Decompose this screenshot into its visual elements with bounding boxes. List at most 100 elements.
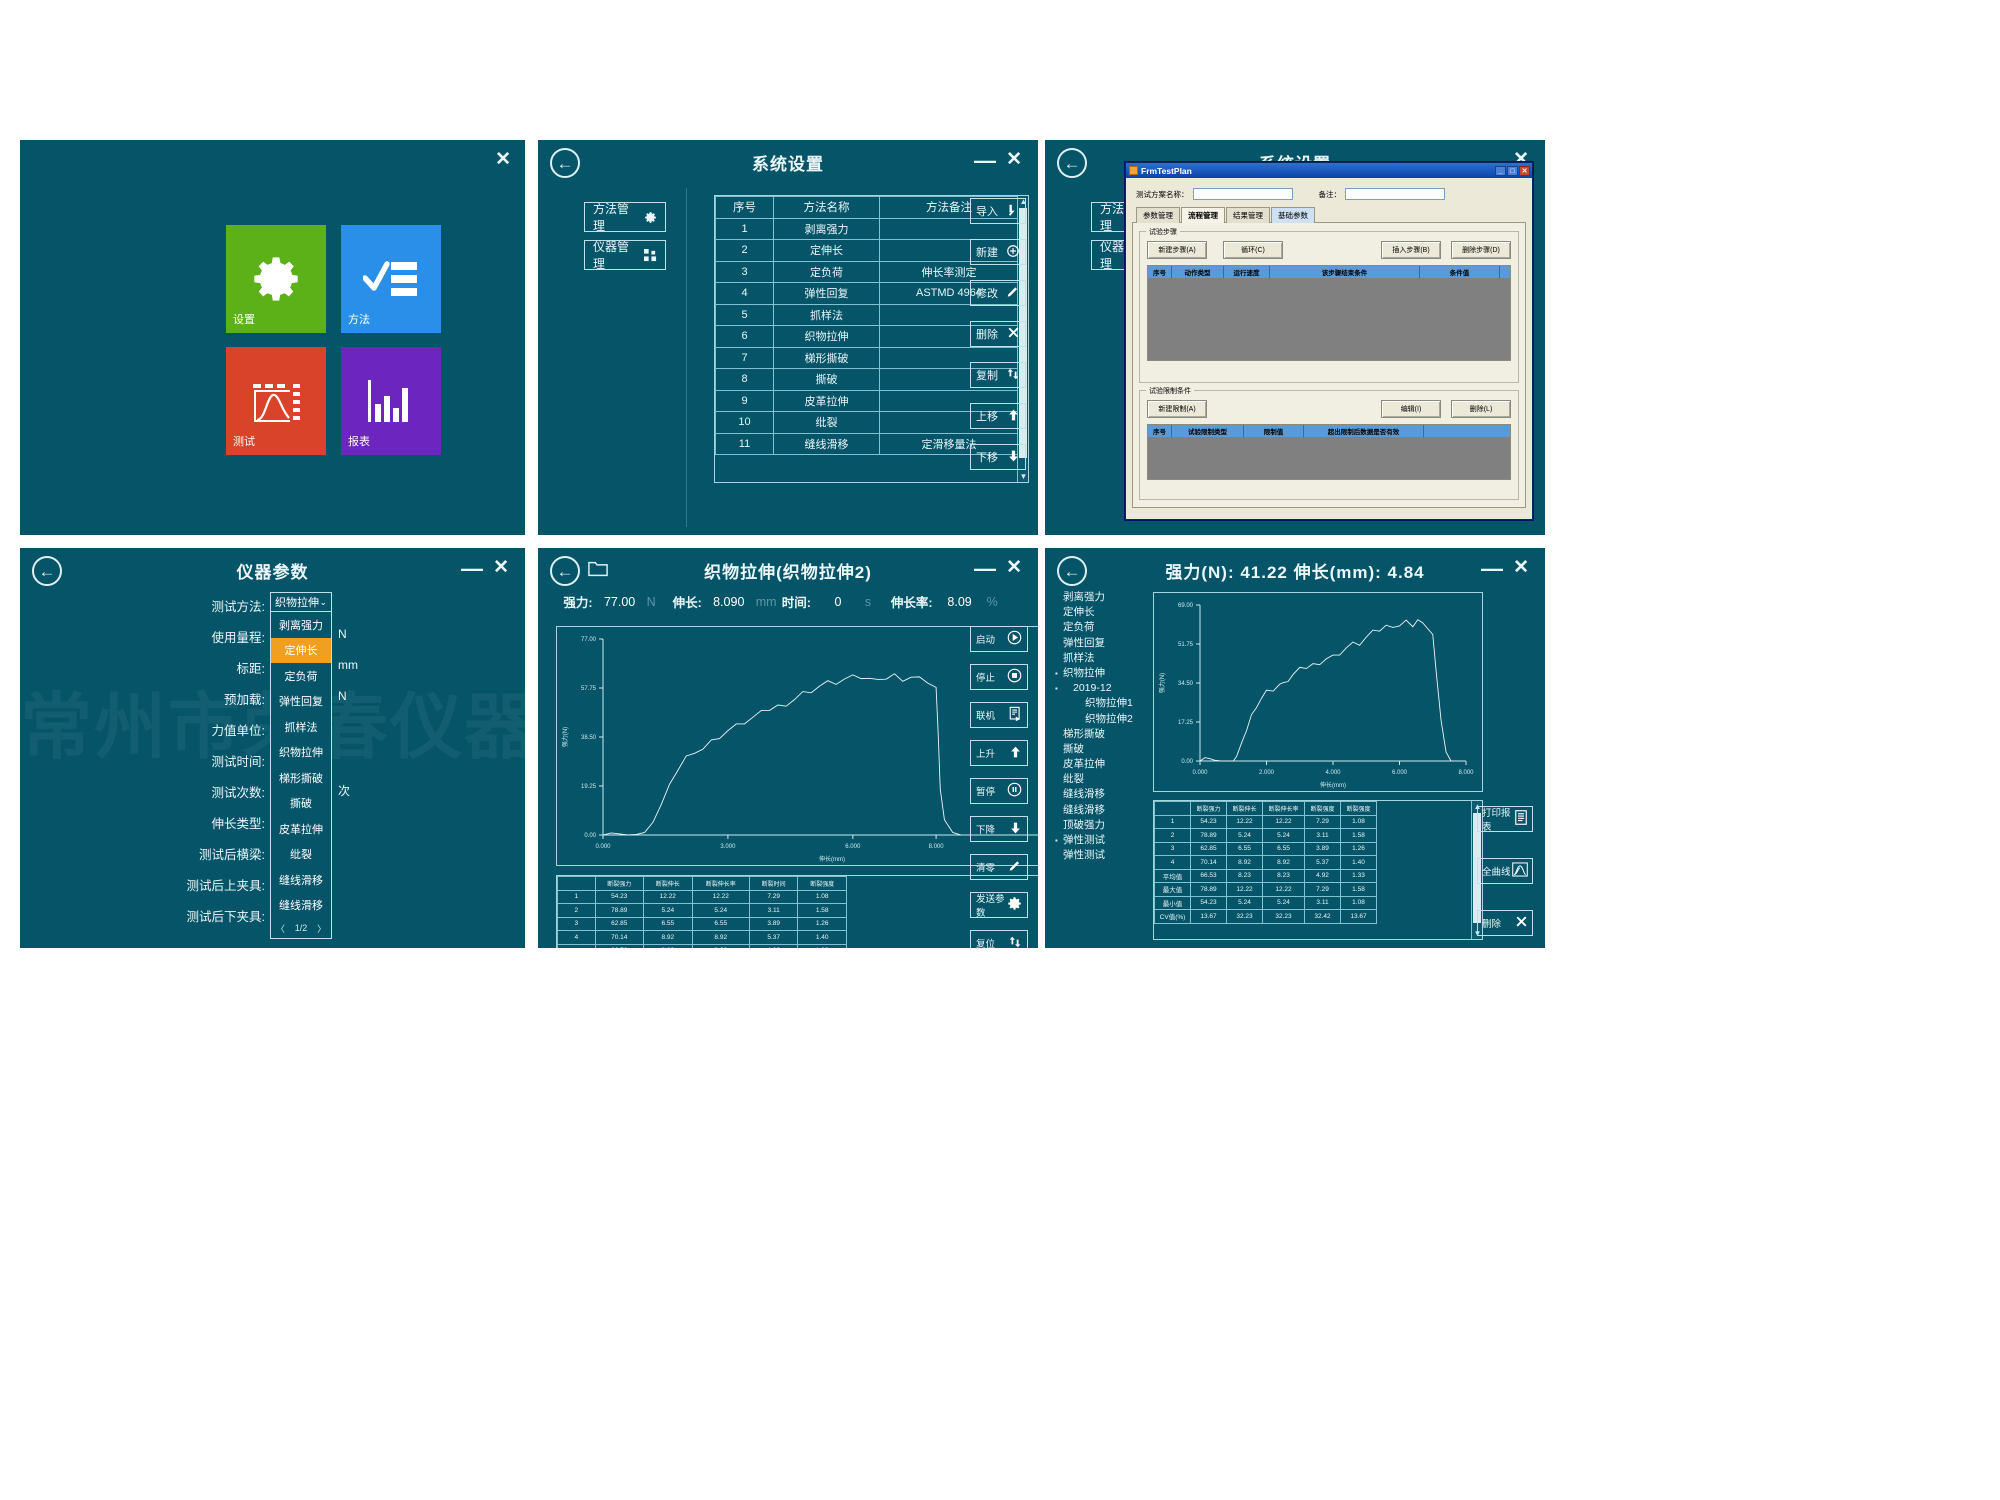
dropdown-option[interactable]: 缝线滑移 bbox=[279, 874, 323, 887]
minimize-icon[interactable]: _ bbox=[1495, 165, 1506, 176]
dropdown-option[interactable]: 梯形撕破 bbox=[279, 772, 323, 785]
test-method-dropdown[interactable]: 织物拉伸 ⌄ 剥离强力 定伸长 定负荷 弹性回复 抓样法 织物拉伸 梯形撕破 撕破 皮革拉伸 纰裂… bbox=[270, 592, 332, 939]
steps-grid[interactable]: 序号 动作类型 运行速度 该步骤结束条件 条件值 bbox=[1147, 265, 1511, 361]
tree-item-16[interactable]: 弹性测试 bbox=[1055, 833, 1143, 848]
scroll-down-icon[interactable]: ▼ bbox=[1019, 472, 1028, 481]
plan-note-input[interactable] bbox=[1345, 188, 1445, 200]
delete-step-button[interactable]: 删除步骤(D) bbox=[1451, 241, 1511, 259]
control-button-1[interactable]: 停止 bbox=[970, 664, 1028, 690]
close-icon[interactable]: ✕ bbox=[1513, 557, 1529, 578]
tree-item-2[interactable]: 定负荷 bbox=[1063, 621, 1095, 634]
table-row[interactable]: 3 62.85 6.55 6.55 3.89 1.26 bbox=[1154, 841, 1377, 856]
results-button-1[interactable]: 全曲线 bbox=[1477, 858, 1533, 884]
tile-method[interactable]: 方法 bbox=[341, 225, 441, 333]
tab-1[interactable]: 流程管理 bbox=[1181, 207, 1225, 223]
table-row[interactable]: CV值(%) 13.67 32.23 32.23 32.42 13.67 bbox=[1154, 909, 1377, 924]
back-icon[interactable]: ← bbox=[550, 148, 580, 178]
tab-0[interactable]: 参数管理 bbox=[1136, 207, 1180, 223]
back-icon[interactable]: ← bbox=[1057, 148, 1087, 178]
move-up-button[interactable]: 上移 bbox=[970, 403, 1026, 429]
minimize-icon[interactable]: — bbox=[461, 556, 483, 581]
table-row[interactable]: 3 定负荷 伸长率测定 bbox=[715, 260, 1019, 283]
control-button-4[interactable]: 暂停 bbox=[970, 778, 1028, 804]
control-button-3[interactable]: 上升 bbox=[970, 740, 1028, 766]
scroll-thumb[interactable] bbox=[1019, 208, 1027, 458]
dialog-titlebar[interactable]: FrmTestPlan _ □ ✕ bbox=[1126, 163, 1532, 178]
table-row[interactable]: 2 定伸长 bbox=[715, 239, 1019, 262]
tree-item-7[interactable]: 织物拉伸1 bbox=[1085, 697, 1133, 710]
dropdown-option[interactable]: 剥离强力 bbox=[279, 619, 323, 632]
scroll-up-icon[interactable]: ▲ bbox=[1019, 197, 1028, 206]
table-row[interactable]: 1 54.23 12.22 12.22 7.29 1.08 bbox=[1154, 814, 1377, 829]
tree-item-3[interactable]: 弹性回复 bbox=[1063, 636, 1105, 649]
tree-item-9[interactable]: 梯形撕破 bbox=[1063, 727, 1105, 740]
close-icon[interactable]: ✕ bbox=[495, 149, 511, 170]
pager-next-icon[interactable]: 〉 bbox=[317, 923, 327, 934]
table-row[interactable]: 11 缝线滑移 定滑移量法 bbox=[715, 432, 1019, 455]
dropdown-option[interactable]: 撕破 bbox=[290, 798, 312, 811]
table-row[interactable]: 2 78.89 5.24 5.24 3.11 1.58 bbox=[1154, 828, 1377, 843]
dropdown-option[interactable]: 皮革拉伸 bbox=[279, 823, 323, 836]
edit-limit-button[interactable]: 编辑(I) bbox=[1381, 400, 1441, 418]
control-button-7[interactable]: 发送参数 bbox=[970, 892, 1028, 919]
tile-test[interactable]: 测试 bbox=[226, 347, 326, 455]
dropdown-option[interactable]: 弹性回复 bbox=[279, 696, 323, 709]
import-button[interactable]: 导入 bbox=[970, 198, 1026, 224]
limits-grid[interactable]: 序号 试验限制类型 限制值 超出限制后数据是否有效 bbox=[1147, 424, 1511, 480]
tab-3[interactable]: 基础参数 bbox=[1271, 207, 1315, 223]
tile-report[interactable]: 报表 bbox=[341, 347, 441, 455]
copy-button[interactable]: 复制 bbox=[970, 362, 1026, 388]
tree-item-10[interactable]: 撕破 bbox=[1063, 742, 1084, 755]
table-row[interactable]: 1 剥离强力 bbox=[715, 217, 1019, 240]
tab-2[interactable]: 结果管理 bbox=[1226, 207, 1270, 223]
new-button[interactable]: 新建 bbox=[970, 239, 1026, 265]
close-icon[interactable]: ✕ bbox=[1006, 149, 1022, 170]
new-step-button[interactable]: 新建步骤(A) bbox=[1147, 241, 1207, 259]
control-button-2[interactable]: 联机 bbox=[970, 702, 1028, 728]
tree-item-1[interactable]: 定伸长 bbox=[1063, 606, 1095, 619]
table-row[interactable]: 最大值 78.89 12.22 12.22 7.29 1.58 bbox=[1154, 882, 1377, 897]
tile-settings[interactable]: 设置 bbox=[226, 225, 326, 333]
control-button-8[interactable]: 复位 bbox=[970, 930, 1028, 948]
table-row[interactable]: 3 62.85 6.55 6.55 3.89 1.26 bbox=[557, 916, 847, 931]
close-icon[interactable]: ✕ bbox=[1519, 165, 1530, 176]
close-icon[interactable]: ✕ bbox=[1006, 557, 1022, 578]
table-row[interactable]: 8 撕破 bbox=[715, 368, 1019, 391]
tree-item-5[interactable]: 织物拉伸 bbox=[1055, 666, 1143, 681]
results-button-0[interactable]: 打印报表 bbox=[1477, 806, 1533, 833]
pager-prev-icon[interactable]: 〈 bbox=[275, 923, 285, 934]
table-row[interactable]: 最小值 54.23 5.24 5.24 3.11 1.08 bbox=[1154, 895, 1377, 910]
tree-item-11[interactable]: 皮革拉伸 bbox=[1063, 758, 1105, 771]
dropdown-selected[interactable]: 织物拉伸 ⌄ bbox=[271, 593, 331, 612]
dropdown-option[interactable]: 定伸长 bbox=[271, 637, 331, 663]
back-icon[interactable]: ← bbox=[550, 556, 580, 586]
sidebar-item-instrument-mgmt[interactable]: 仪器管理 bbox=[584, 240, 666, 271]
table-scrollbar[interactable]: ▲ ▼ bbox=[1017, 196, 1028, 482]
minimize-icon[interactable]: — bbox=[1481, 556, 1503, 581]
close-icon[interactable]: ✕ bbox=[493, 557, 509, 578]
back-icon[interactable]: ← bbox=[1057, 556, 1087, 586]
folder-icon[interactable] bbox=[588, 560, 608, 583]
insert-step-button[interactable]: 插入步骤(B) bbox=[1381, 241, 1441, 259]
table-row[interactable]: 1 54.23 12.22 12.22 7.29 1.08 bbox=[557, 889, 847, 904]
tree-item-15[interactable]: 顶破强力 bbox=[1063, 818, 1105, 831]
modify-button[interactable]: 修改 bbox=[970, 280, 1026, 306]
dropdown-option[interactable]: 定负荷 bbox=[284, 670, 318, 683]
tree-item-6[interactable]: 2019-12 bbox=[1055, 681, 1143, 696]
table-row[interactable]: 6 织物拉伸 bbox=[715, 325, 1019, 348]
control-button-6[interactable]: 清零 bbox=[970, 854, 1028, 880]
move-down-button[interactable]: 下移 bbox=[970, 444, 1026, 470]
results-button-2[interactable]: 删除 bbox=[1477, 910, 1533, 936]
loop-button[interactable]: 循环(C) bbox=[1223, 241, 1283, 259]
tree-item-0[interactable]: 剥离强力 bbox=[1063, 591, 1105, 603]
tree-item-12[interactable]: 纰裂 bbox=[1063, 773, 1084, 786]
tree-item-14[interactable]: 缝线滑移 bbox=[1063, 803, 1105, 816]
table-row[interactable]: 4 70.14 8.92 8.92 5.37 1.40 bbox=[1154, 855, 1377, 870]
sidebar-item-method-mgmt[interactable]: 方法管理 bbox=[584, 202, 666, 233]
delete-limit-button[interactable]: 删除(L) bbox=[1451, 400, 1511, 418]
back-icon[interactable]: ← bbox=[32, 556, 62, 586]
tree-item-4[interactable]: 抓样法 bbox=[1063, 651, 1095, 664]
tree-item-17[interactable]: 弹性测试 bbox=[1063, 849, 1105, 862]
